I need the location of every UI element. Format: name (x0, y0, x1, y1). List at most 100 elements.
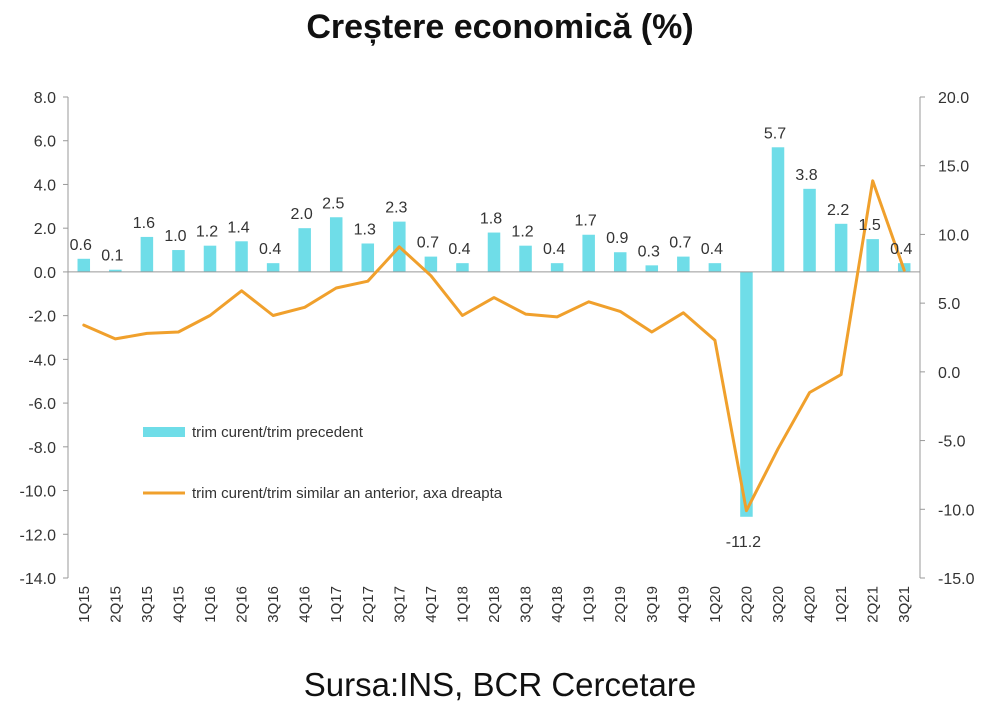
bar-data-label: 1.5 (859, 217, 881, 234)
left-y-axis: 8.0 6.0 4.0 2.0 0.0 -2.0 -4.0 -6.0 -8.0 -10.0 -12.… (20, 90, 69, 588)
right-axis-tick-label: 10.0 (938, 227, 969, 244)
x-axis-tick-label: 2Q20 (738, 586, 755, 623)
x-axis-tick-label: 2Q15 (107, 586, 124, 623)
x-axis-tick-label: 3Q18 (518, 586, 535, 623)
x-axis-tick-label: 3Q21 (896, 586, 913, 623)
x-axis-tick-label: 4Q15 (170, 586, 187, 623)
x-axis-tick-label: 2Q17 (360, 586, 377, 623)
x-axis-tick-label: 2Q16 (234, 586, 251, 623)
x-axis-tick-label: 2Q19 (612, 586, 629, 623)
left-axis-tick-label: 6.0 (34, 134, 56, 151)
bar (771, 147, 785, 272)
bar (235, 241, 248, 272)
right-axis-tick-label: 15.0 (938, 159, 969, 176)
bar-data-label: 0.4 (448, 241, 470, 258)
chart-title: Creștere economică (%) (306, 8, 694, 46)
bar-data-label: 0.4 (543, 241, 565, 258)
x-axis-tick-label: 4Q18 (549, 586, 566, 623)
bar-data-label: -11.2 (726, 534, 761, 551)
x-axis-tick-label: 1Q17 (328, 586, 345, 623)
x-axis-tick-label: 3Q17 (391, 586, 408, 623)
bar-data-label: 1.4 (227, 219, 249, 236)
x-axis-tick-label: 1Q15 (76, 586, 93, 623)
bar (582, 234, 595, 272)
bar-series (77, 147, 911, 517)
bar-data-label: 0.7 (417, 235, 439, 252)
bar-data-label: 0.4 (259, 241, 281, 258)
bar (172, 250, 185, 272)
bar (266, 263, 280, 272)
x-axis-tick-label: 4Q20 (802, 586, 819, 623)
x-axis-tick-label: 3Q15 (139, 586, 156, 623)
left-axis-tick-label: -6.0 (28, 396, 56, 413)
x-axis-tick-label: 1Q18 (454, 586, 471, 623)
bar (866, 239, 879, 272)
x-axis-tick-label: 1Q16 (202, 586, 219, 623)
bar (424, 256, 438, 272)
x-axis-tick-label: 4Q19 (675, 586, 692, 623)
bar (77, 258, 91, 272)
bar (677, 256, 690, 272)
bar-data-label: 2.2 (827, 202, 849, 219)
legend-label-bars: trim curent/trim precedent (192, 424, 364, 441)
bar-data-label: 0.9 (606, 230, 628, 247)
bar-data-label: 0.3 (638, 243, 660, 260)
x-axis-tick-label: 3Q16 (265, 586, 282, 623)
source-note: Sursa:INS, BCR Cercetare (303, 666, 697, 703)
left-axis-tick-label: -4.0 (28, 352, 56, 369)
right-axis-tick-label: -5.0 (938, 434, 966, 451)
bar-data-labels: 0.6 0.1 1.6 1.0 1.2 1.4 0.4 2.0 2.5 1.3 2.3 0.7 0.4 1… (70, 125, 913, 550)
bar (203, 245, 217, 272)
left-axis-tick-label: 0.0 (34, 265, 56, 282)
right-axis-tick-label: -15.0 (938, 571, 975, 588)
bar-data-label: 1.0 (164, 228, 186, 245)
bar (834, 223, 848, 272)
bar (361, 243, 375, 272)
bar-data-label: 0.4 (701, 241, 723, 258)
bar-data-label: 1.8 (480, 211, 502, 228)
left-axis-tick-label: -14.0 (20, 571, 57, 588)
bar (140, 236, 154, 272)
bar (550, 263, 564, 272)
x-axis-tick-label: 2Q18 (486, 586, 503, 623)
left-axis-tick-label: 4.0 (34, 177, 56, 194)
bar-data-label: 2.0 (291, 206, 313, 223)
bar (329, 217, 343, 272)
legend-swatch-bars (143, 427, 185, 437)
left-axis-tick-label: 2.0 (34, 221, 56, 238)
left-axis-tick-label: -12.0 (20, 527, 57, 544)
bar (740, 271, 753, 517)
bar-data-label: 1.2 (511, 224, 533, 241)
x-axis-tick-label: 3Q20 (770, 586, 787, 623)
bar-data-label: 2.3 (385, 200, 407, 217)
line-series (82, 179, 906, 513)
x-axis-tick-label: 2Q21 (865, 586, 882, 623)
left-axis-tick-label: 8.0 (34, 90, 56, 107)
bar (487, 232, 501, 272)
legend: trim curent/trim precedent trim curent/t… (143, 424, 503, 502)
bar-data-label: 5.7 (764, 125, 786, 142)
left-axis-tick-label: -2.0 (28, 309, 56, 326)
bar (519, 245, 532, 272)
right-axis-tick-label: -10.0 (938, 502, 975, 519)
x-axis-tick-label: 4Q16 (297, 586, 314, 623)
right-y-axis: 20.0 15.0 10.0 5.0 0.0 -5.0 -10.0 -15.0 (919, 90, 975, 588)
left-axis-tick-label: -8.0 (28, 440, 56, 457)
right-axis-tick-label: 0.0 (938, 365, 960, 382)
bar-data-label: 0.4 (890, 241, 912, 258)
x-axis-tick-label: 4Q17 (423, 586, 440, 623)
bar (708, 263, 722, 272)
x-axis-tick-labels: 1Q15 2Q15 3Q15 4Q15 1Q16 2Q16 3Q16 4Q16 1Q17 2Q17… (76, 586, 913, 623)
x-axis-tick-label: 1Q19 (581, 586, 598, 623)
bar-data-label: 0.1 (101, 248, 123, 265)
bar (109, 269, 122, 272)
right-axis-tick-label: 5.0 (938, 296, 960, 313)
bar-data-label: 0.7 (669, 235, 691, 252)
line-series-path (82, 179, 906, 513)
bar (803, 188, 816, 272)
bar-data-label: 1.6 (133, 215, 155, 232)
x-axis-tick-label: 1Q20 (707, 586, 724, 623)
bar-data-label: 3.8 (795, 167, 817, 184)
bar-data-label: 1.3 (354, 221, 376, 238)
